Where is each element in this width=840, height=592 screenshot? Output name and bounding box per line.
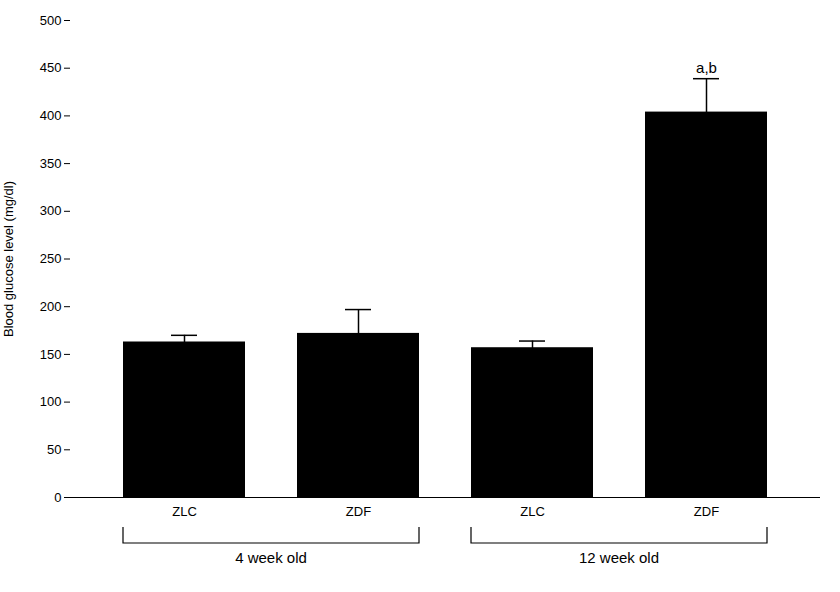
svg-text:300: 300 [40,203,62,218]
svg-text:Blood glucose level (mg/dl): Blood glucose level (mg/dl) [1,181,16,337]
svg-text:350: 350 [40,156,62,171]
svg-text:ZDF: ZDF [694,504,719,519]
svg-text:150: 150 [40,347,62,362]
svg-text:450: 450 [40,60,62,75]
svg-text:400: 400 [40,108,62,123]
svg-text:ZLC: ZLC [520,504,545,519]
svg-text:200: 200 [40,299,62,314]
svg-text:ZDF: ZDF [346,504,371,519]
svg-text:50: 50 [47,442,61,457]
svg-text:12 week old: 12 week old [579,549,659,566]
svg-text:250: 250 [40,251,62,266]
svg-text:0: 0 [54,490,61,505]
svg-text:500: 500 [40,13,62,28]
svg-text:100: 100 [40,394,62,409]
svg-text:4 week old: 4 week old [235,549,307,566]
svg-text:ZLC: ZLC [172,504,197,519]
svg-text:a,b: a,b [696,59,717,76]
